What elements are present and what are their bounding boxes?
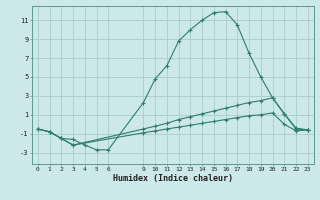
X-axis label: Humidex (Indice chaleur): Humidex (Indice chaleur) bbox=[113, 174, 233, 183]
